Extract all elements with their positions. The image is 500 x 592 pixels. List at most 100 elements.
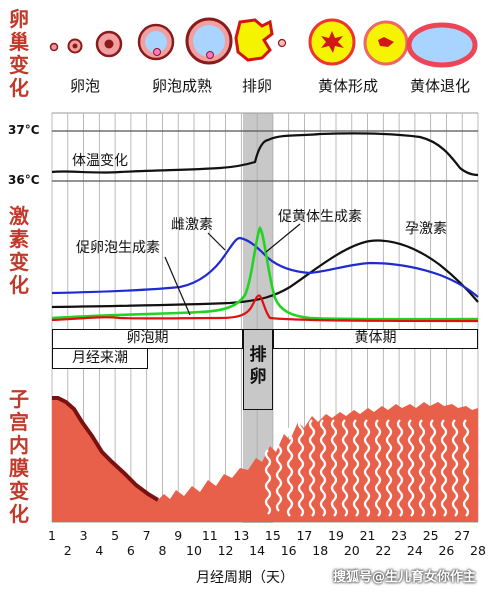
hormone-label-char: 激 — [9, 204, 29, 228]
day-tick-label: 11 — [201, 528, 218, 543]
stage-ovulation: 排卵 — [242, 77, 273, 95]
endometrial-gland — [385, 419, 393, 517]
x-axis-label: 月经周期（天） — [196, 570, 294, 586]
estrogen-label: 雌激素 — [171, 217, 213, 233]
endometrial-gland — [330, 419, 338, 517]
day-tick-label: 28 — [470, 543, 486, 558]
endometrium-shape — [52, 398, 478, 522]
day-tick-label: 8 — [158, 543, 167, 558]
stage-follicle: 卵泡 — [70, 77, 101, 95]
ovary-label-char: 巢 — [9, 30, 29, 54]
endometrial-gland — [407, 419, 415, 517]
endometrial-glands — [264, 419, 470, 517]
uterus-change-label: 子 宫 内 膜 变 化 — [6, 388, 32, 526]
follicle-mature-egg-icon — [206, 51, 214, 59]
endometrial-gland — [264, 449, 272, 515]
fsh-pointer-line — [164, 256, 191, 316]
endometrial-gland — [440, 419, 448, 517]
follicle-medium-core-icon — [104, 39, 114, 49]
endometrial-gland — [451, 419, 459, 517]
endometrial-gland — [297, 419, 305, 517]
uterus-label-char: 化 — [9, 502, 29, 526]
day-tick-label: 16 — [280, 543, 297, 558]
fsh-label: 促卵泡生成素 — [76, 240, 160, 256]
follicle-mature-fluid-icon — [193, 25, 225, 57]
day-tick-label: 26 — [438, 543, 455, 558]
stage-corpus-luteum-formation: 黄体形成 — [318, 77, 379, 95]
uterus-label-char: 内 — [9, 433, 29, 457]
follicle-small-core-icon — [72, 43, 78, 49]
endometrial-gland — [363, 419, 371, 517]
ovary-label-char: 变 — [9, 53, 29, 77]
endometrial-gland — [374, 419, 382, 517]
day-tick-label: 1 — [48, 528, 56, 543]
day-tick-label: 2 — [63, 543, 72, 558]
ovulation-label-char: 排 — [249, 345, 267, 365]
follicular-phase-box: 卵泡期 — [52, 329, 243, 349]
fsh-curve — [51, 294, 479, 323]
follicle-antral-egg-icon — [153, 48, 161, 56]
ovary-label-char: 卵 — [9, 7, 29, 31]
temp-37-label: 37°C — [8, 123, 40, 137]
endometrial-gland — [462, 419, 470, 517]
ovulation-box: 排 卵 — [243, 329, 273, 410]
endometrial-gland — [352, 419, 360, 517]
uterus-label-char: 变 — [9, 479, 29, 503]
corpus-luteum-ripe-core-icon — [378, 37, 394, 47]
day-tick-label: 17 — [296, 528, 313, 543]
endometrial-gland — [286, 427, 294, 517]
day-tick-label: 9 — [174, 528, 183, 543]
endometrial-gland — [418, 419, 426, 517]
day-tick-label: 10 — [186, 543, 202, 558]
hormone-label-char: 素 — [9, 227, 29, 251]
follicle-antral-fluid-icon — [145, 31, 167, 53]
temp-curve-label: 体温变化 — [72, 153, 128, 169]
day-tick-label: 12 — [217, 543, 234, 558]
day-tick-label: 18 — [312, 543, 329, 558]
ovary-label-char: 化 — [9, 76, 29, 100]
day-tick-label: 21 — [359, 528, 376, 543]
released-egg-icon — [277, 38, 287, 48]
day-tick-label: 19 — [328, 528, 344, 543]
stage-corpus-luteum-regression: 黄体退化 — [410, 77, 471, 95]
day-tick-label: 4 — [95, 543, 104, 558]
uterus-label-char: 膜 — [9, 456, 29, 480]
hormone-label-char: 变 — [9, 250, 29, 274]
follicular-phase-label: 卵泡期 — [126, 330, 169, 346]
day-tick-label: 15 — [264, 528, 281, 543]
lh-label: 促黄体生成素 — [278, 209, 362, 225]
ovulation-label-char: 卵 — [249, 367, 267, 387]
hormone-label-char: 化 — [9, 273, 29, 297]
luteal-phase-label: 黄体期 — [354, 330, 397, 346]
day-tick-label: 23 — [391, 528, 408, 543]
endometrial-gland — [308, 419, 316, 517]
day-tick-label: 14 — [249, 543, 266, 558]
stage-follicle-mature: 卵泡成熟 — [152, 77, 213, 95]
endometrial-gland — [319, 419, 327, 517]
menstruation-box: 月经来潮 — [52, 348, 148, 369]
follicle-tiny-icon — [49, 42, 59, 52]
day-tick-label: 6 — [126, 543, 135, 558]
day-tick-label: 22 — [375, 543, 392, 558]
endometrial-gland — [341, 419, 349, 517]
uterus-label-char: 子 — [9, 387, 29, 411]
ruptured-follicle-icon — [234, 18, 274, 62]
endometrial-gland — [396, 419, 404, 517]
lh-pointer-line — [265, 223, 301, 253]
lh-curve — [51, 225, 479, 321]
luteal-phase-box: 黄体期 — [273, 329, 478, 349]
menstrual-shedding-edge — [52, 396, 160, 502]
progesterone-label: 孕激素 — [405, 221, 447, 237]
day-tick-label: 27 — [454, 528, 471, 543]
estrogen-pointer-line — [207, 232, 226, 251]
ovary-change-label: 卵 巢 变 化 — [6, 8, 32, 100]
day-tick-label: 13 — [233, 528, 250, 543]
day-tick-label: 25 — [422, 528, 439, 543]
day-tick-label: 3 — [79, 528, 88, 543]
day-tick-label: 7 — [142, 528, 151, 543]
hormone-change-label: 激 素 变 化 — [6, 205, 32, 297]
day-tick-label: 24 — [406, 543, 423, 558]
watermark: 搜狐号@生儿育女你作主 — [333, 570, 477, 585]
